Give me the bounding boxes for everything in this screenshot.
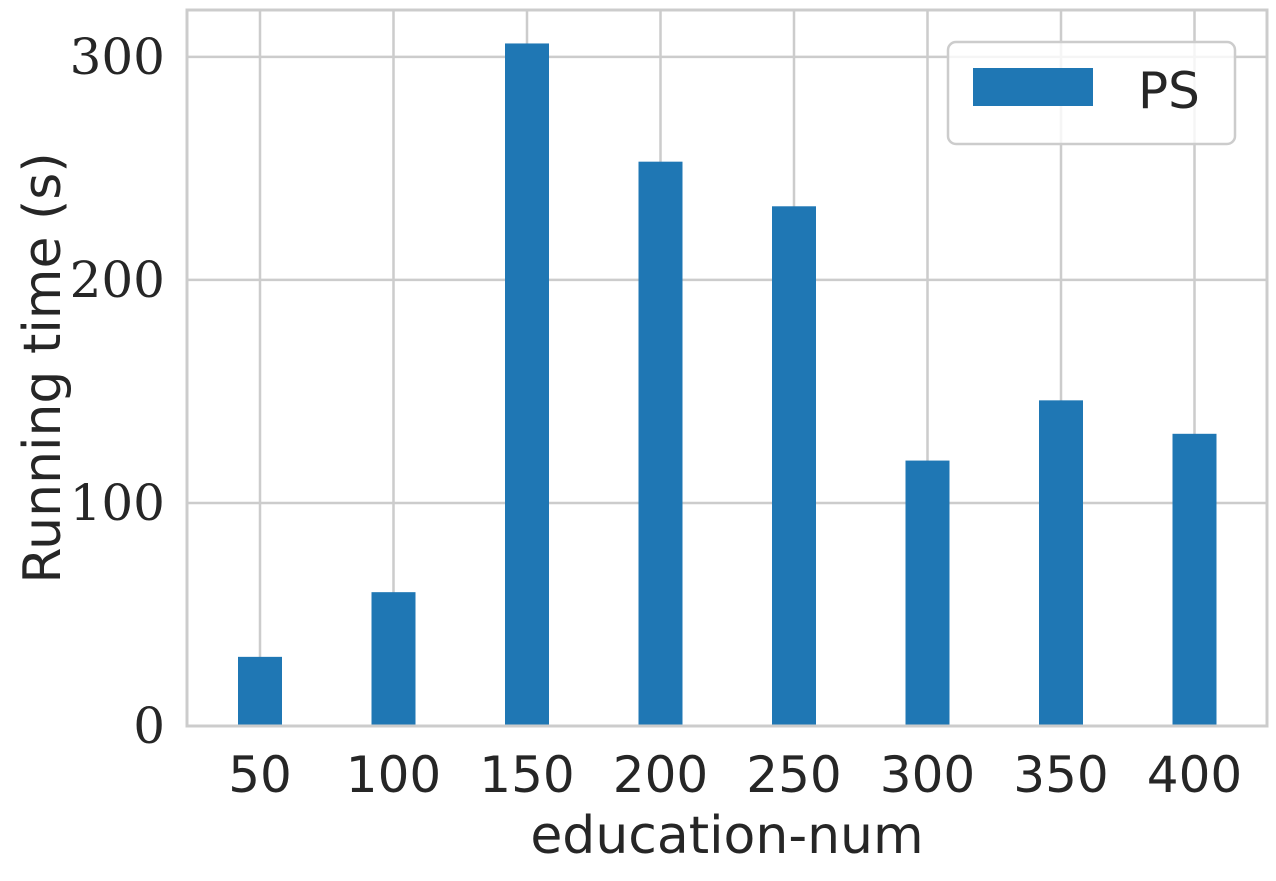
bar-400 xyxy=(1172,433,1217,726)
y-tick-label: 0 xyxy=(133,697,165,755)
x-tick-label: 150 xyxy=(479,746,574,804)
y-tick-label: 200 xyxy=(70,251,165,309)
y-axis-ticks: 0 100 200 300 xyxy=(70,28,165,755)
bar-100 xyxy=(371,592,416,726)
legend-swatch xyxy=(973,68,1093,106)
legend-label: PS xyxy=(1138,62,1200,120)
x-tick-label: 350 xyxy=(1013,746,1108,804)
x-axis-ticks: 50 100 150 200 250 300 350 400 xyxy=(228,746,1242,804)
y-tick-label: 300 xyxy=(70,28,165,86)
bar-150 xyxy=(505,43,549,726)
bar-300 xyxy=(905,460,950,726)
bar-200 xyxy=(638,161,683,726)
bar-50 xyxy=(238,656,282,726)
x-tick-label: 250 xyxy=(746,746,841,804)
bar-250 xyxy=(772,206,816,726)
x-tick-label: 400 xyxy=(1147,746,1242,804)
x-tick-label: 50 xyxy=(228,746,292,804)
x-tick-label: 200 xyxy=(613,746,708,804)
bar-350 xyxy=(1039,400,1083,726)
plot-frame xyxy=(185,8,1269,728)
bar-series xyxy=(238,43,1217,726)
y-axis-label: Running time (s) xyxy=(13,152,73,583)
legend: PS xyxy=(946,40,1237,146)
x-axis-label: education-num xyxy=(530,806,923,866)
y-tick-label: 100 xyxy=(70,474,165,532)
x-tick-label: 300 xyxy=(880,746,975,804)
x-tick-label: 100 xyxy=(346,746,441,804)
